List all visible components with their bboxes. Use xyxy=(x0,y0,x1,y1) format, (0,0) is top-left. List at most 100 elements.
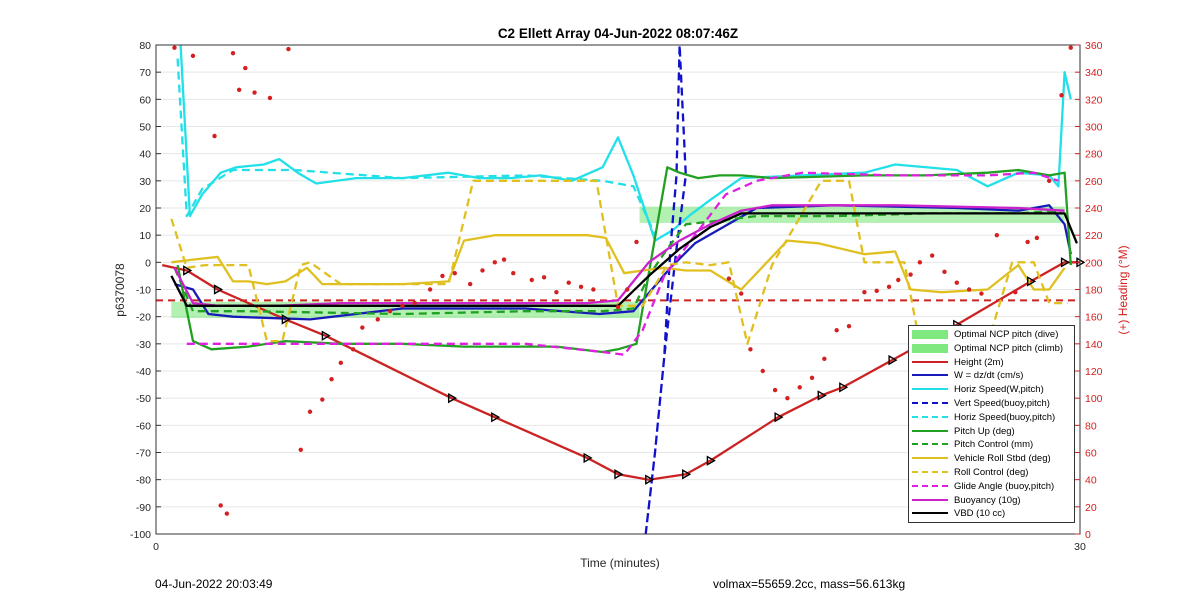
legend-entry: Height (2m) xyxy=(909,356,1074,369)
legend-label: Optimal NCP pitch (climb) xyxy=(954,342,1064,354)
heading-point xyxy=(772,387,778,393)
heading-point xyxy=(846,323,852,329)
legend-entry: Glide Angle (buoy,pitch) xyxy=(909,480,1074,493)
y-tick-label: -20 xyxy=(136,312,151,324)
heading-point xyxy=(748,347,753,352)
legend-entry: Pitch Up (deg) xyxy=(909,425,1074,438)
heading-point xyxy=(360,325,365,330)
heading-point xyxy=(874,288,879,294)
y-tick-label: -60 xyxy=(136,420,151,432)
height-marker xyxy=(682,469,692,480)
heading-point xyxy=(625,287,630,292)
y-axis-label: p6370078 xyxy=(113,263,127,317)
height-marker xyxy=(583,452,593,464)
heading-point xyxy=(809,375,815,380)
y2-tick-label: 140 xyxy=(1085,339,1103,351)
legend-swatch xyxy=(912,484,948,487)
heading-point xyxy=(252,90,257,95)
heading-point xyxy=(427,287,433,292)
y2-tick-label: 340 xyxy=(1085,67,1103,79)
legend-entry: VBD (10 cc) xyxy=(909,507,1074,520)
y2-tick-label: 180 xyxy=(1085,285,1103,297)
y-tick-label: -10 xyxy=(136,285,151,297)
heading-point xyxy=(591,287,596,292)
y2-tick-label: 320 xyxy=(1085,94,1103,106)
heading-point xyxy=(896,277,901,283)
legend-entry: Buoyancy (10g) xyxy=(909,494,1074,507)
y-tick-label: -80 xyxy=(136,475,151,487)
height-marker xyxy=(447,392,458,404)
legend-swatch xyxy=(912,471,948,473)
legend-entry: Roll Control (deg) xyxy=(909,466,1074,479)
heading-point xyxy=(320,397,325,402)
heading-point xyxy=(480,268,485,273)
heading-point xyxy=(307,409,313,414)
y2-tick-label: 160 xyxy=(1085,312,1103,324)
heading-point xyxy=(298,447,303,452)
height-marker xyxy=(1060,257,1071,268)
series-pitch-up-deg- xyxy=(176,166,1072,354)
footer-timestamp: 04-Jun-2022 20:03:49 xyxy=(155,577,273,591)
heading-point xyxy=(966,287,972,292)
legend-swatch xyxy=(912,343,948,353)
y2-tick-label: 0 xyxy=(1085,529,1091,541)
legend-swatch xyxy=(912,498,948,501)
height-marker xyxy=(491,411,501,423)
legend-entry: Vert Speed(buoy,pitch) xyxy=(909,397,1074,410)
series-vbd-10-cc- xyxy=(170,212,1078,307)
y-tick-label: 30 xyxy=(139,176,151,188)
legend-swatch xyxy=(912,429,948,432)
x-tick-label: 30 xyxy=(1074,541,1086,553)
heading-point xyxy=(634,239,639,245)
legend-label: Horiz Speed(buoy,pitch) xyxy=(954,411,1056,423)
legend: Optimal NCP pitch (dive) Optimal NCP pitc… xyxy=(908,325,1075,523)
legend-entry: Optimal NCP pitch (climb) xyxy=(909,342,1074,355)
legend-swatch xyxy=(912,388,948,391)
heading-point xyxy=(615,304,621,310)
x-axis-label: Time (minutes) xyxy=(580,556,660,570)
legend-swatch xyxy=(912,512,948,515)
series-vert-speed-buoy-pitch- xyxy=(644,43,687,535)
series-horiz-speed-buoy-pitch- xyxy=(176,58,657,236)
height-marker xyxy=(614,469,624,480)
heading-point xyxy=(400,303,405,308)
heading-point xyxy=(917,260,923,265)
heading-point xyxy=(375,317,380,322)
legend-swatch xyxy=(912,330,948,339)
heading-point xyxy=(578,284,584,289)
heading-point xyxy=(1047,178,1052,184)
heading-point xyxy=(886,284,892,289)
y2-tick-label: 240 xyxy=(1085,203,1103,215)
heading-point xyxy=(529,277,534,283)
heading-point xyxy=(541,275,547,280)
y2-tick-label: 360 xyxy=(1085,40,1103,52)
y-tick-label: -100 xyxy=(130,529,151,541)
legend-swatch xyxy=(912,374,948,377)
y2-tick-label: 220 xyxy=(1085,230,1103,242)
height-marker xyxy=(1027,276,1037,287)
legend-label: Glide Angle (buoy,pitch) xyxy=(954,480,1055,492)
legend-swatch xyxy=(912,402,948,404)
y-tick-label: 60 xyxy=(139,94,151,106)
series-glide-angle-buoy-pitch- xyxy=(186,171,1059,356)
y2-tick-label: 100 xyxy=(1085,393,1103,405)
heading-point xyxy=(338,360,343,366)
legend-label: Roll Control (deg) xyxy=(954,467,1029,478)
legend-entry: Vehicle Roll Stbd (deg) xyxy=(909,452,1074,465)
y-tick-label: -30 xyxy=(136,339,151,351)
legend-entry: Horiz Speed(W,pitch) xyxy=(909,383,1074,396)
heading-point xyxy=(412,300,417,306)
height-marker xyxy=(183,265,193,276)
y2-axis-label: (+) Heading (°M) xyxy=(1116,245,1130,334)
y2-tick-label: 280 xyxy=(1085,149,1103,161)
right-axis-ticks: 3603403203002802602402202001801601401201… xyxy=(1075,40,1103,541)
heading-point xyxy=(979,291,984,296)
y-tick-label: -40 xyxy=(136,366,151,378)
height-marker xyxy=(645,474,655,485)
heading-point xyxy=(994,232,1000,238)
heading-point xyxy=(212,133,217,139)
heading-point xyxy=(908,272,913,277)
legend-label: Vert Speed(buoy,pitch) xyxy=(954,398,1050,409)
height-marker xyxy=(213,284,224,295)
